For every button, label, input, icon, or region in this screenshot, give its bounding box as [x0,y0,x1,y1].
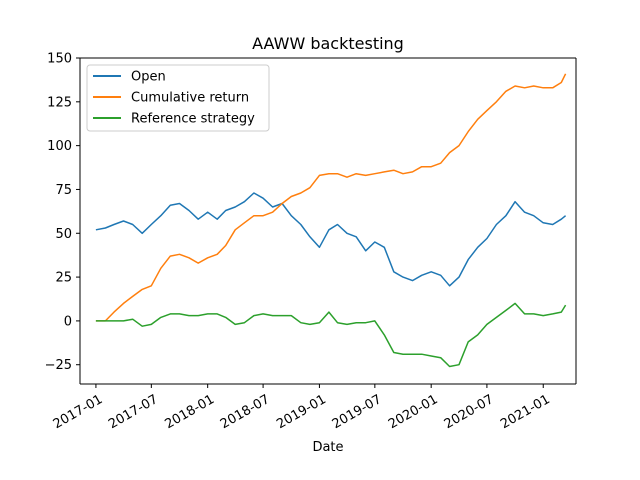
legend: Open Cumulative return Reference strategy [86,64,270,132]
y-tick-label: 125 [47,95,72,110]
y-tick-label: −25 [45,358,72,373]
legend-label: Open [131,70,166,85]
axes-frame [79,57,577,385]
legend-label: Cumulative return [131,91,249,106]
y-tick-label: 50 [55,227,72,242]
series-line-1 [95,73,567,322]
series-line-2 [95,302,567,368]
legend-label: Reference strategy [131,112,255,127]
y-tick-label: 150 [47,52,72,67]
y-tick-label: 0 [64,314,72,329]
y-axis-ticks: −25 0 25 50 75 100 125 150 [45,52,80,373]
chart-title: AAWW backtesting [252,34,404,53]
series-layer [95,73,567,368]
x-axis-label: Date [312,440,343,455]
y-tick-label: 100 [47,139,72,154]
legend-box [86,64,270,132]
y-tick-label: 25 [55,271,72,286]
y-tick-label: 75 [55,183,72,198]
series-line-0 [95,192,567,287]
